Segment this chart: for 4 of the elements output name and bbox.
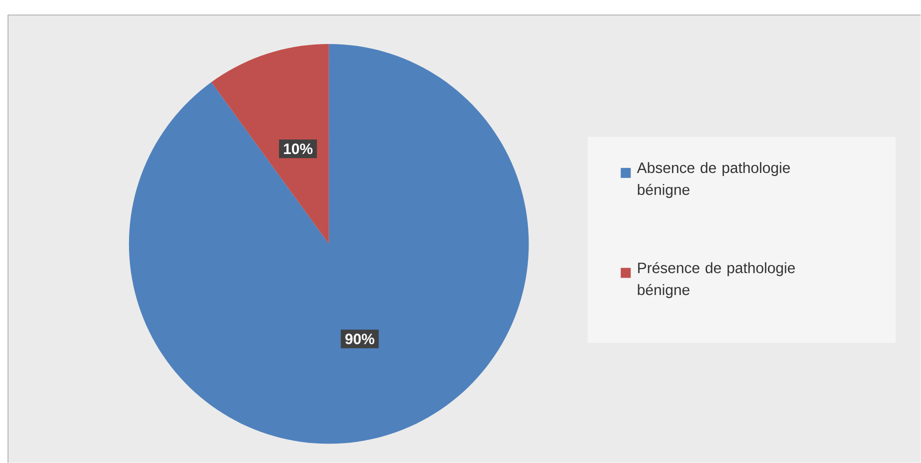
legend-label: Absence de pathologie bénigne [636, 162, 790, 198]
legend-label: Présence de pathologie bénigne [638, 262, 795, 298]
data-label: 90% [345, 334, 374, 344]
data-label: 10% [284, 143, 313, 154]
